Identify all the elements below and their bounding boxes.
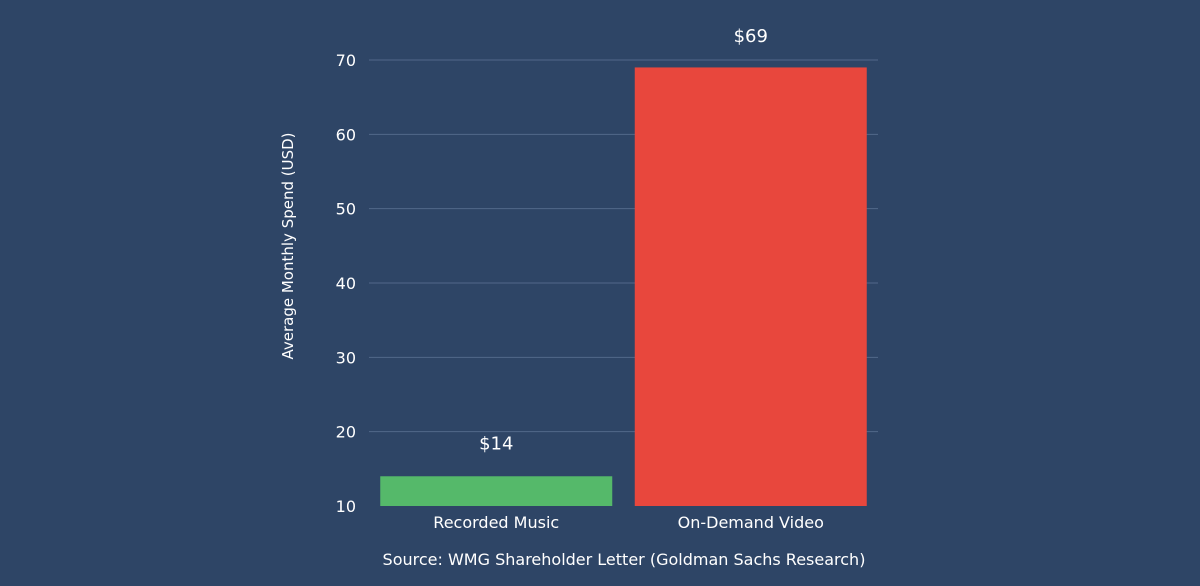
y-axis-ticks: 10 20 30 40 50 60 70 bbox=[336, 51, 356, 516]
x-category-label: Recorded Music bbox=[433, 513, 559, 532]
y-tick-label: 50 bbox=[336, 200, 356, 219]
source-note: Source: WMG Shareholder Letter (Goldman … bbox=[382, 550, 866, 569]
bar-on-demand-video bbox=[634, 67, 867, 506]
x-axis-categories: Recorded Music On-Demand Video bbox=[433, 513, 824, 532]
y-tick-label: 10 bbox=[336, 497, 356, 516]
y-tick-label: 20 bbox=[336, 423, 356, 442]
data-label: $69 bbox=[734, 26, 768, 47]
y-tick-label: 40 bbox=[336, 274, 356, 293]
y-tick-label: 60 bbox=[336, 125, 356, 144]
x-category-label: On-Demand Video bbox=[678, 513, 824, 532]
data-labels: $14 $69 bbox=[479, 26, 768, 454]
y-tick-label: 70 bbox=[336, 51, 356, 70]
y-tick-label: 30 bbox=[336, 348, 356, 367]
data-label: $14 bbox=[479, 433, 513, 454]
bar-recorded-music bbox=[380, 476, 613, 506]
bars bbox=[380, 67, 867, 506]
y-axis-title: Average Monthly Spend (USD) bbox=[279, 132, 297, 359]
